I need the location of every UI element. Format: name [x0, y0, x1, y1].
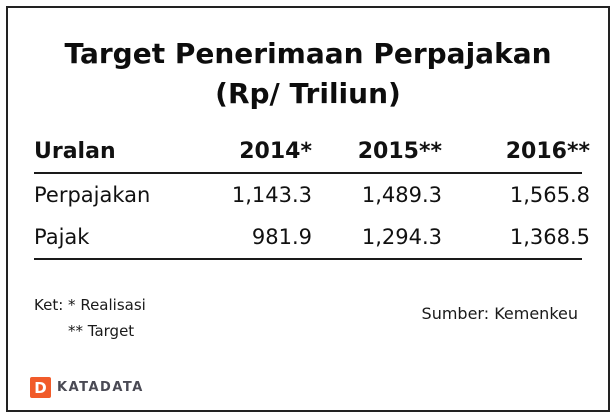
katadata-logo: D KATADATA [30, 377, 144, 398]
column-header-2014: 2014* [239, 138, 312, 164]
column-header-uraian: Uralan [34, 138, 116, 164]
footnote-realisasi: * Realisasi [68, 296, 146, 314]
value-perpajakan-2015: 1,489.3 [361, 183, 442, 207]
footnote-line-1: Ket: * Realisasi [34, 292, 146, 318]
chart-title-line-1: Target Penerimaan Perpajakan [64, 37, 552, 70]
katadata-logo-letter: D [34, 378, 47, 397]
table-row-perpajakan: Perpajakan 1,143.3 1,489.3 1,565.8 [34, 174, 590, 216]
footer: Ket: * Realisasi ** Target Sumber: Kemen… [34, 292, 578, 344]
footnote-target: ** Target [68, 322, 135, 340]
column-header-2015: 2015** [357, 138, 442, 164]
source-text: Sumber: Kemenkeu [421, 304, 578, 323]
table-row-pajak: Pajak 981.9 1,294.3 1,368.5 [34, 216, 590, 258]
footnotes: Ket: * Realisasi ** Target [34, 292, 146, 344]
footnote-label: Ket: [34, 296, 64, 314]
data-table: Uralan 2014* 2015** 2016** Perpajakan 1,… [34, 130, 590, 260]
chart-title: Target Penerimaan Perpajakan (Rp/ Triliu… [28, 34, 588, 114]
chart-title-line-2: (Rp/ Triliun) [215, 77, 401, 110]
katadata-logo-icon: D [30, 377, 51, 398]
value-pajak-2015: 1,294.3 [361, 225, 442, 249]
katadata-logo-text: KATADATA [57, 380, 144, 395]
header-divider [34, 172, 582, 174]
column-header-2016: 2016** [505, 138, 590, 164]
row-label: Perpajakan [34, 183, 151, 207]
table-header-row: Uralan 2014* 2015** 2016** [34, 130, 590, 172]
value-pajak-2016: 1,368.5 [509, 225, 590, 249]
value-pajak-2014: 981.9 [251, 225, 312, 249]
value-perpajakan-2016: 1,565.8 [509, 183, 590, 207]
table-bottom-divider [34, 258, 582, 260]
value-perpajakan-2014: 1,143.3 [231, 183, 312, 207]
infographic-card: Target Penerimaan Perpajakan (Rp/ Triliu… [6, 6, 610, 412]
row-label: Pajak [34, 225, 90, 249]
